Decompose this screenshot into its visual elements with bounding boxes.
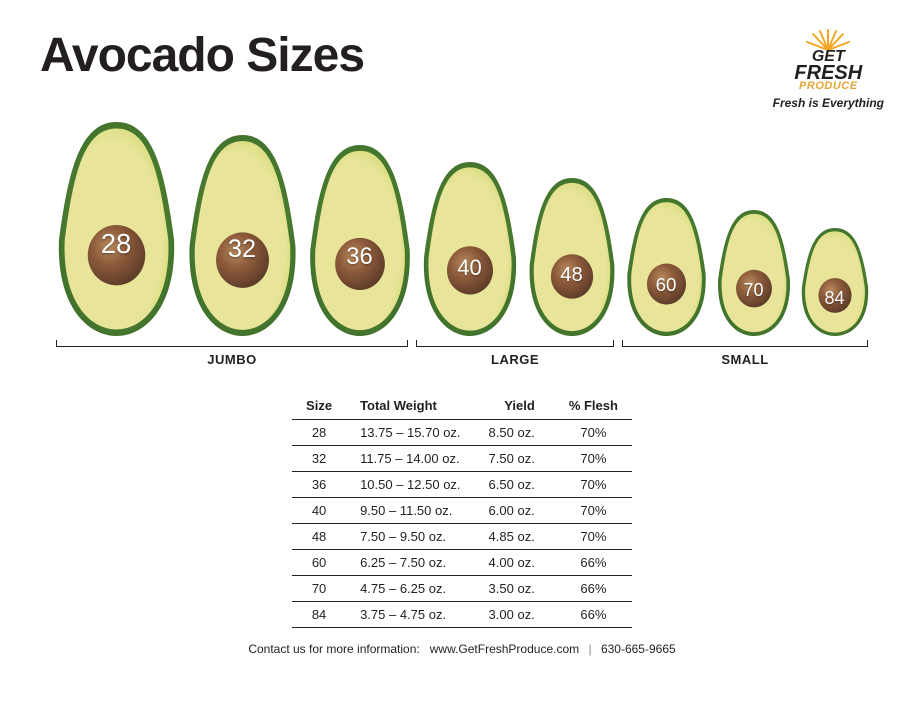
table-cell: 70%: [555, 498, 632, 524]
header: Avocado Sizes GET FRESH PRODUCE Fresh is…: [0, 0, 924, 110]
table-row: 3610.50 – 12.50 oz.6.50 oz.70%: [292, 472, 632, 498]
bracket-large: LARGE: [412, 346, 618, 376]
table-cell: 66%: [555, 576, 632, 602]
table-cell: 70: [292, 576, 346, 602]
footer-separator: |: [588, 642, 591, 656]
bracket-jumbo: JUMBO: [52, 346, 412, 376]
table-cell: 4.75 – 6.25 oz.: [346, 576, 474, 602]
logo-text: GET FRESH PRODUCE: [794, 50, 862, 92]
table-cell: 66%: [555, 550, 632, 576]
table-cell: 70%: [555, 446, 632, 472]
table-cell: 32: [292, 446, 346, 472]
table-row: 704.75 – 6.25 oz.3.50 oz.66%: [292, 576, 632, 602]
table-cell: 4.00 oz.: [475, 550, 555, 576]
table-cell: 70%: [555, 420, 632, 446]
table-row: 487.50 – 9.50 oz.4.85 oz.70%: [292, 524, 632, 550]
table-row: 3211.75 – 14.00 oz.7.50 oz.70%: [292, 446, 632, 472]
table-cell: 7.50 oz.: [475, 446, 555, 472]
footer: Contact us for more information: www.Get…: [0, 642, 924, 656]
table-cell: 60: [292, 550, 346, 576]
table-cell: 7.50 – 9.50 oz.: [346, 524, 474, 550]
table-cell: 70%: [555, 472, 632, 498]
avocado-label-32: 32: [185, 235, 300, 264]
table-cell: 3.00 oz.: [475, 602, 555, 628]
table-body: 2813.75 – 15.70 oz.8.50 oz.70%3211.75 – …: [292, 420, 632, 628]
table-cell: 48: [292, 524, 346, 550]
avocado-label-48: 48: [526, 264, 618, 287]
avocado-36: 36: [306, 143, 414, 338]
table-cell: 8.50 oz.: [475, 420, 555, 446]
avocado-label-36: 36: [306, 243, 414, 271]
table-cell: 70%: [555, 524, 632, 550]
table-cell: 6.00 oz.: [475, 498, 555, 524]
table-cell: 4.85 oz.: [475, 524, 555, 550]
table-cell: 6.25 – 7.50 oz.: [346, 550, 474, 576]
avocado-32: 32: [185, 133, 300, 338]
sun-icon: [803, 28, 853, 50]
table-row: 2813.75 – 15.70 oz.8.50 oz.70%: [292, 420, 632, 446]
avocado-84: 84: [799, 226, 871, 338]
avocado-40: 40: [420, 160, 520, 338]
footer-text: Contact us for more information:: [248, 642, 419, 656]
logo-line3: PRODUCE: [794, 82, 862, 92]
avocado-60: 60: [624, 196, 709, 338]
table-header: Size: [292, 394, 346, 420]
avocado-label-70: 70: [715, 280, 793, 301]
bracket-small: SMALL: [618, 346, 872, 376]
table-cell: 9.50 – 11.50 oz.: [346, 498, 474, 524]
table-cell: 11.75 – 14.00 oz.: [346, 446, 474, 472]
avocado-70: 70: [715, 208, 793, 338]
avocado-label-40: 40: [420, 255, 520, 281]
footer-phone: 630-665-9665: [601, 642, 676, 656]
table-cell: 66%: [555, 602, 632, 628]
avocado-label-60: 60: [624, 274, 709, 296]
bracket-label-small: SMALL: [618, 352, 872, 367]
footer-url: www.GetFreshProduce.com: [430, 642, 579, 656]
avocado-size-row: 28 32: [0, 110, 924, 338]
brand-logo: GET FRESH PRODUCE Fresh is Everything: [773, 28, 884, 110]
table-header: Yield: [475, 394, 555, 420]
table-header: % Flesh: [555, 394, 632, 420]
table-cell: 6.50 oz.: [475, 472, 555, 498]
size-group-brackets: JUMBO LARGE SMALL: [0, 338, 924, 376]
table-cell: 10.50 – 12.50 oz.: [346, 472, 474, 498]
table-cell: 28: [292, 420, 346, 446]
bracket-label-jumbo: JUMBO: [52, 352, 412, 367]
table-cell: 3.50 oz.: [475, 576, 555, 602]
table-header-row: SizeTotal WeightYield% Flesh: [292, 394, 632, 420]
size-table: SizeTotal WeightYield% Flesh 2813.75 – 1…: [292, 394, 632, 628]
avocado-label-28: 28: [54, 228, 179, 260]
table-row: 409.50 – 11.50 oz.6.00 oz.70%: [292, 498, 632, 524]
table-cell: 84: [292, 602, 346, 628]
table-cell: 40: [292, 498, 346, 524]
avocado-label-84: 84: [799, 288, 871, 309]
table-header: Total Weight: [346, 394, 474, 420]
avocado-48: 48: [526, 176, 618, 338]
bracket-label-large: LARGE: [412, 352, 618, 367]
table-cell: 13.75 – 15.70 oz.: [346, 420, 474, 446]
avocado-28: 28: [54, 120, 179, 338]
page-title: Avocado Sizes: [40, 28, 364, 83]
table-row: 843.75 – 4.75 oz.3.00 oz.66%: [292, 602, 632, 628]
logo-tagline: Fresh is Everything: [773, 96, 884, 110]
table-cell: 3.75 – 4.75 oz.: [346, 602, 474, 628]
table-cell: 36: [292, 472, 346, 498]
table-row: 606.25 – 7.50 oz.4.00 oz.66%: [292, 550, 632, 576]
